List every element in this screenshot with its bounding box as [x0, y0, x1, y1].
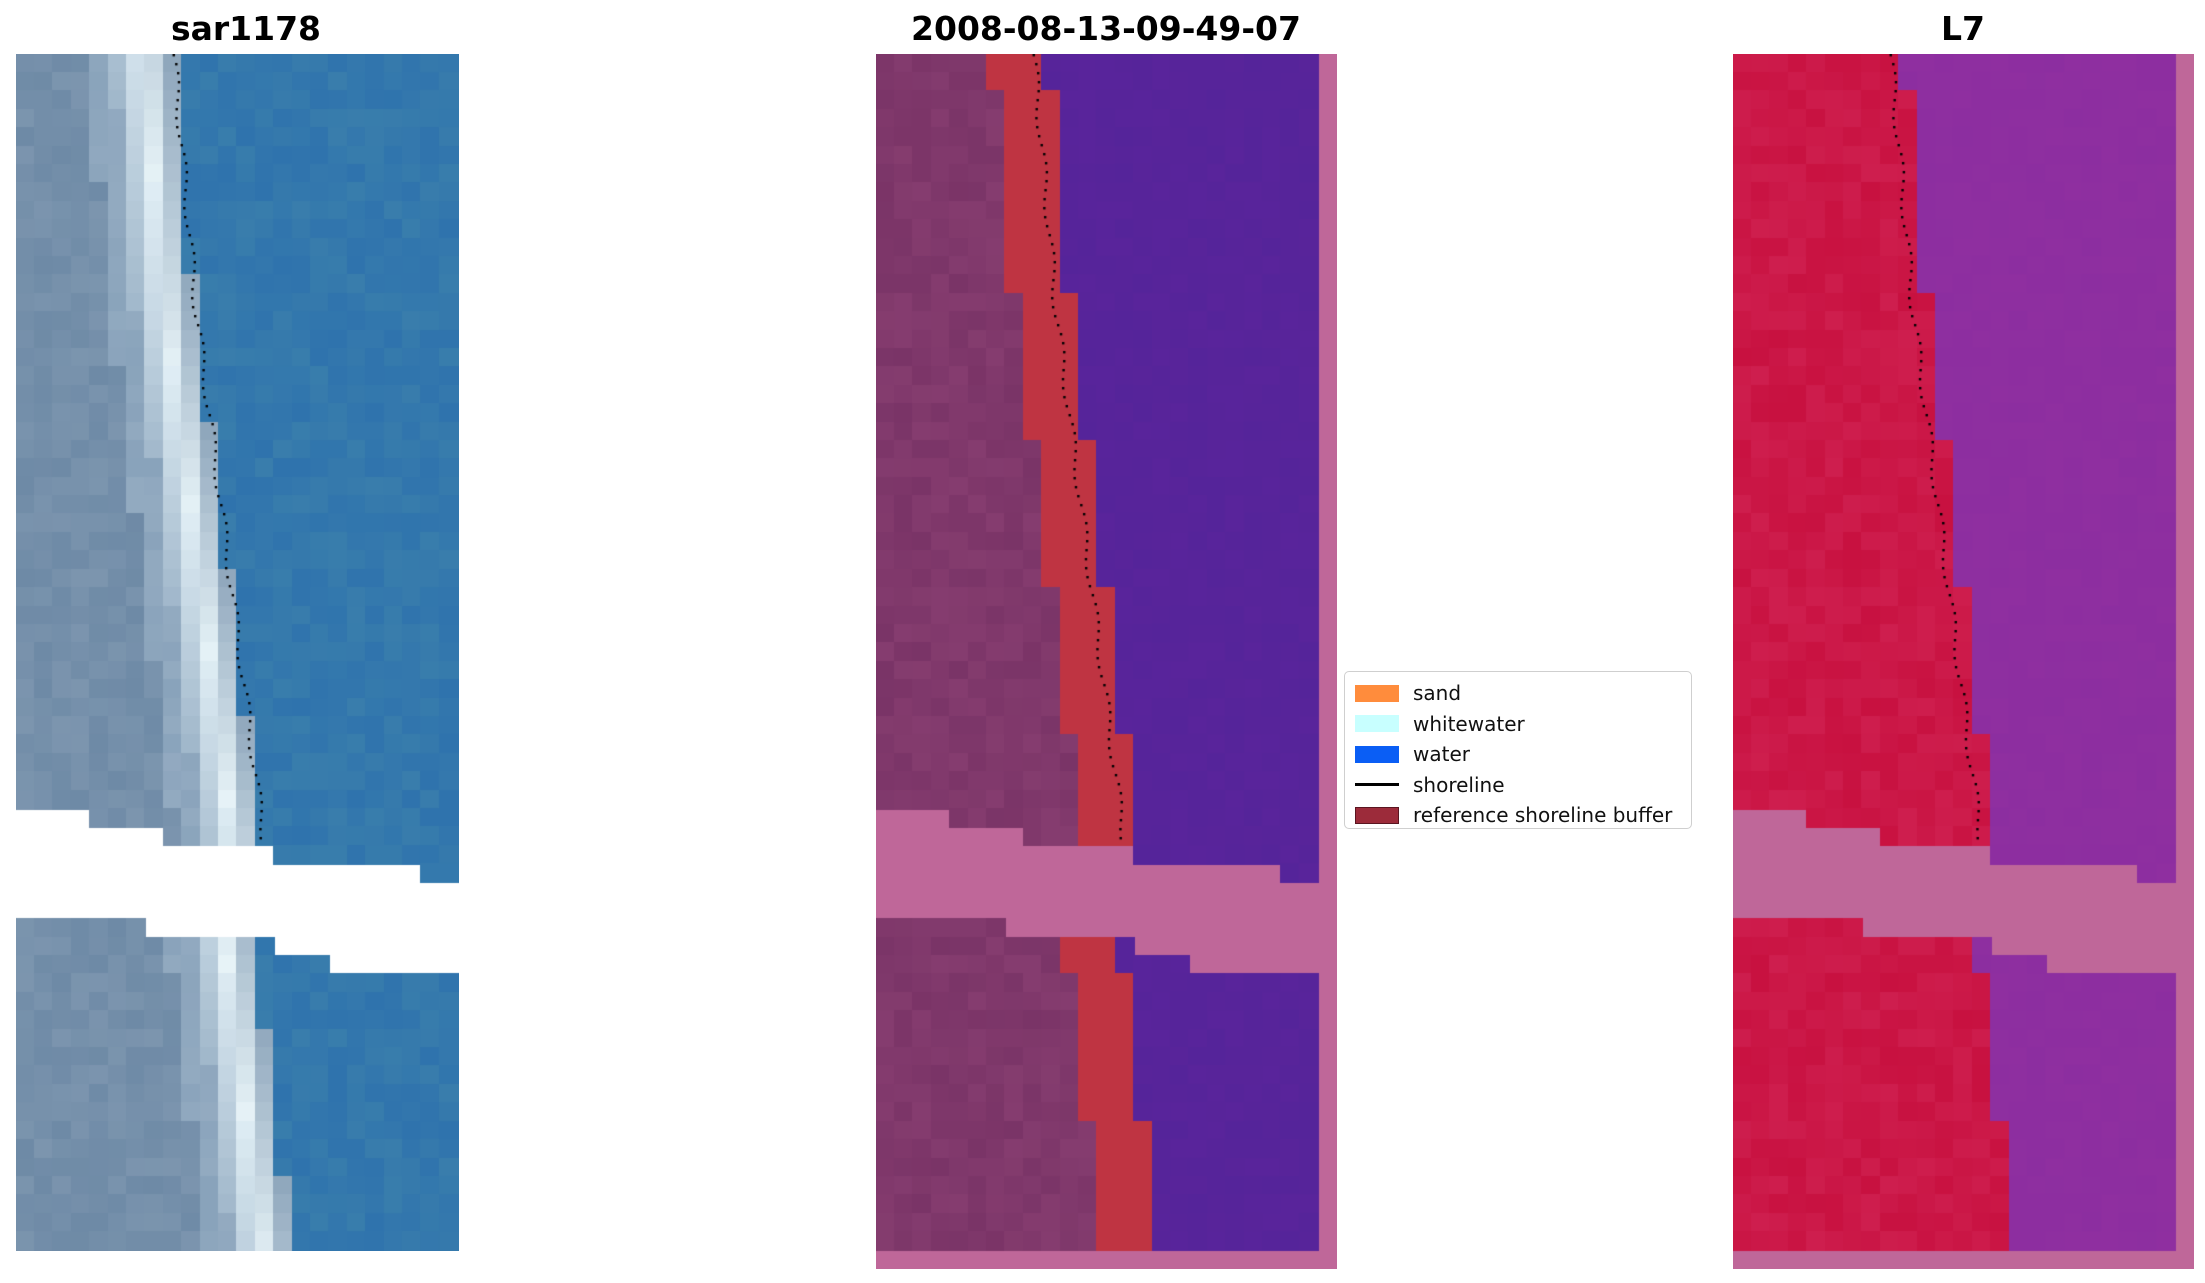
legend-item-whitewater: whitewater: [1345, 709, 1691, 740]
rgb-image-panel: [16, 54, 459, 1251]
legend-item-water: water: [1345, 739, 1691, 770]
panel-title-rgb: sar1178: [170, 9, 322, 48]
sand-swatch: [1355, 684, 1399, 702]
rgb-satellite-image: [16, 54, 459, 1251]
legend: sand whitewater water shoreline referenc…: [1344, 671, 1692, 829]
shoreline-line-swatch: [1355, 783, 1399, 787]
classified-image-panel: [876, 54, 1337, 1269]
index-image: [1733, 54, 2194, 1269]
legend-item-reference-shoreline-buffer: reference shoreline buffer: [1345, 800, 1691, 831]
legend-item-sand: sand: [1345, 678, 1691, 709]
panel-title-index: L7: [1941, 9, 1985, 48]
index-image-panel: [1733, 54, 2194, 1269]
legend-label: reference shoreline buffer: [1413, 803, 1673, 828]
panel-title-classified: 2008-08-13-09-49-07: [911, 9, 1301, 48]
legend-label: sand: [1413, 681, 1462, 706]
legend-item-shoreline: shoreline: [1345, 770, 1691, 801]
reference-buffer-swatch: [1355, 806, 1399, 824]
legend-label: shoreline: [1413, 772, 1505, 797]
legend-label: whitewater: [1413, 711, 1525, 736]
whitewater-swatch: [1355, 715, 1399, 733]
legend-label: water: [1413, 742, 1470, 767]
classified-image: [876, 54, 1337, 1269]
water-swatch: [1355, 745, 1399, 763]
